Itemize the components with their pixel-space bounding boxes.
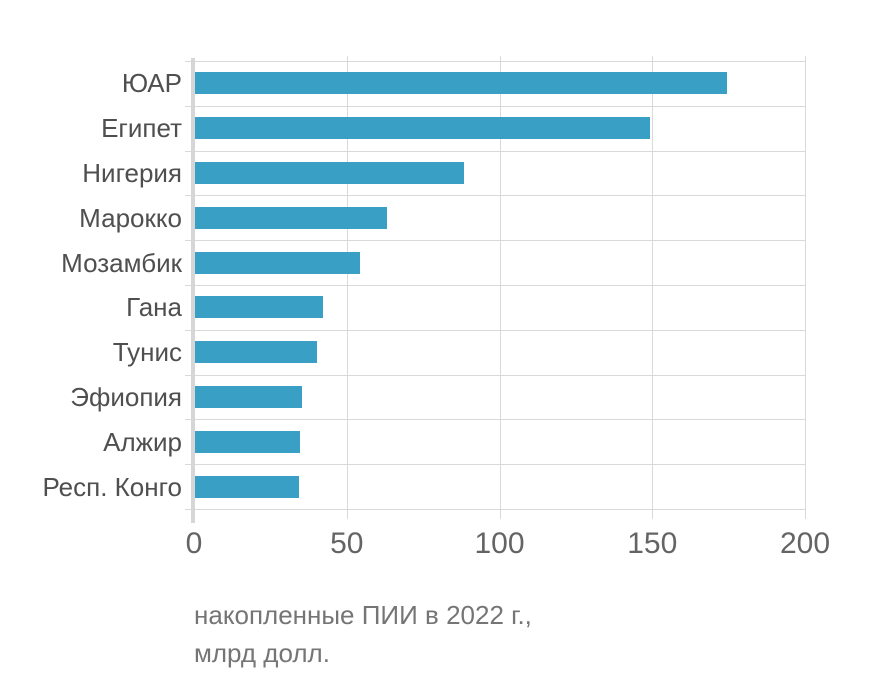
x-tick-label: 200 (779, 527, 831, 560)
row-gridline (185, 464, 806, 466)
row-gridline (185, 329, 806, 331)
category-label: Респ. Конго (42, 471, 182, 502)
bar (195, 296, 324, 319)
bar (195, 117, 651, 140)
category-label: Мозамбик (61, 247, 182, 278)
bar (195, 72, 727, 95)
category-label: Египет (101, 113, 182, 144)
axis-caption-line2: млрд долл. (194, 638, 330, 668)
category-label: Нигерия (82, 158, 182, 188)
x-tick-label: 150 (627, 527, 678, 560)
value-gridline (805, 56, 806, 519)
bar (195, 206, 388, 229)
axis-caption-line1: накопленные ПИИ в 2022 г., (194, 600, 532, 630)
row-gridline (185, 509, 806, 510)
row-gridline (185, 61, 806, 62)
row-gridline (185, 374, 806, 376)
row-gridline (185, 285, 806, 286)
x-tick-label: 50 (330, 527, 364, 560)
category-label: Марокко (79, 202, 182, 233)
bar (195, 475, 299, 498)
value-gridline (346, 56, 348, 519)
category-label: Эфиопия (70, 382, 182, 412)
x-tick-label: 100 (474, 527, 525, 560)
axis-caption: накопленные ПИИ в 2022 г., млрд долл. (194, 596, 532, 672)
bar (195, 341, 318, 364)
row-gridline (185, 105, 806, 107)
row-gridline (185, 419, 806, 421)
value-gridline (652, 56, 654, 519)
bar (195, 251, 360, 274)
category-label: Тунис (112, 337, 182, 368)
category-label: ЮАР (121, 68, 182, 99)
row-gridline (185, 150, 806, 152)
x-tick-label: 0 (185, 527, 203, 560)
bar (195, 162, 464, 184)
bar (195, 386, 302, 408)
row-gridline (185, 195, 806, 197)
y-axis-line (191, 58, 195, 523)
value-gridline (499, 56, 501, 519)
category-label: Гана (126, 292, 182, 323)
category-label: Алжир (103, 426, 182, 457)
bar (195, 430, 301, 453)
row-gridline (185, 240, 806, 242)
